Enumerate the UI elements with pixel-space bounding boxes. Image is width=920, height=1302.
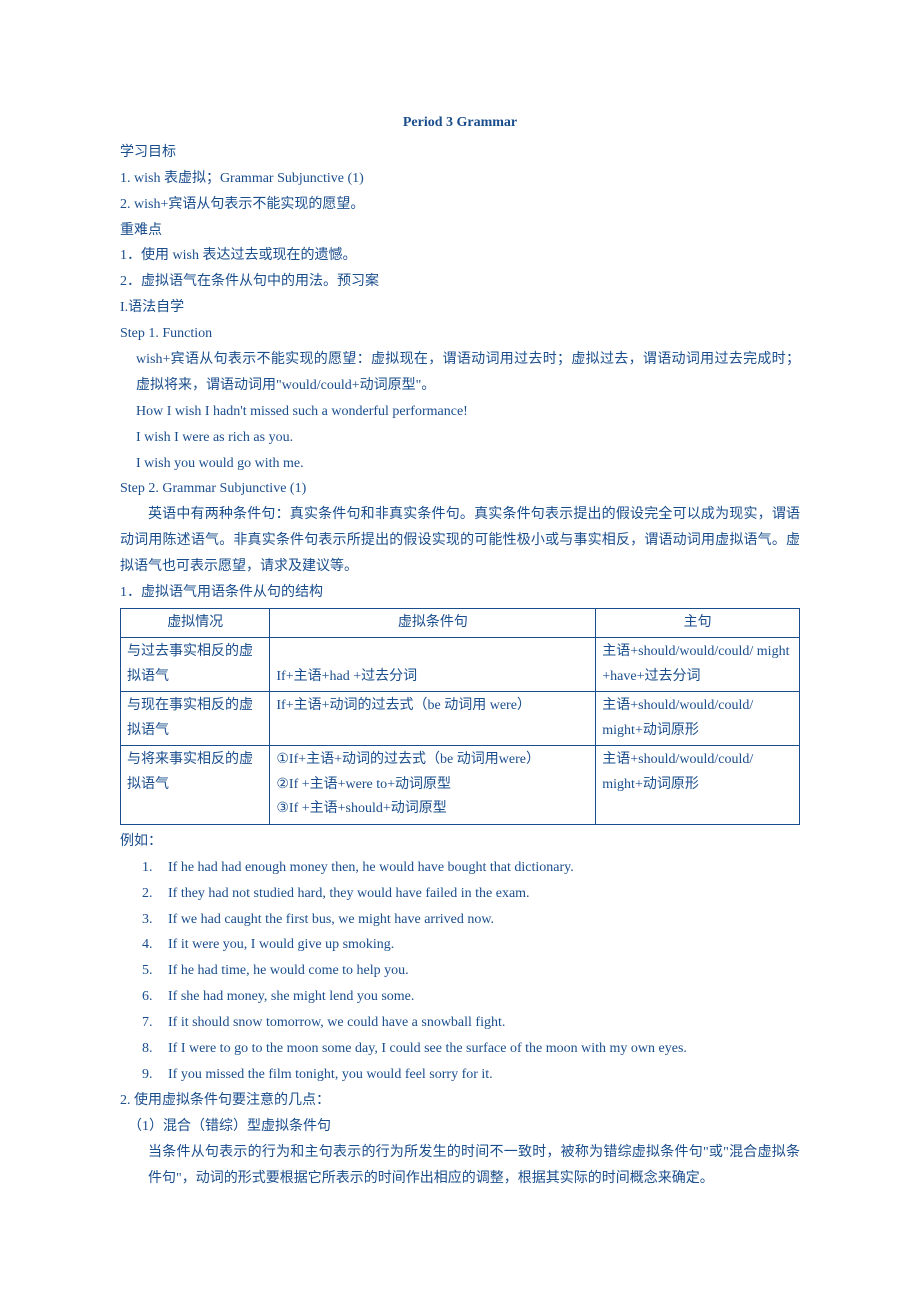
example-number: 3. (142, 907, 168, 933)
table-cell: If+主语+动词的过去式（be 动词用 were） (270, 692, 596, 746)
step1-paragraph: wish+宾语从句表示不能实现的愿望：虚拟现在，谓语动词用过去时；虚拟过去，谓语… (120, 347, 800, 399)
self-study-heading: I.语法自学 (120, 295, 800, 321)
step2-paragraph: 英语中有两种条件句：真实条件句和非真实条件句。真实条件句表示提出的假设完全可以成… (120, 502, 800, 580)
example-number: 1. (142, 855, 168, 881)
step2-heading: Step 2. Grammar Subjunctive (1) (120, 476, 800, 502)
subjunctive-table: 虚拟情况 虚拟条件句 主句 与过去事实相反的虚拟语气 If+主语+had +过去… (120, 608, 800, 825)
examples-label: 例如： (120, 829, 800, 855)
document-title: Period 3 Grammar (120, 110, 800, 136)
example-text: If you missed the film tonight, you woul… (168, 1062, 800, 1088)
difficulty-item-2: 2．虚拟语气在条件从句中的用法。预习案 (120, 269, 800, 295)
table-cell: ①If+主语+动词的过去式（be 动词用were） ②If +主语+were t… (270, 746, 596, 825)
example-number: 9. (142, 1062, 168, 1088)
table-cell: 主语+should/would/could/ might+动词原形 (596, 692, 800, 746)
difficulties-heading: 重难点 (120, 218, 800, 244)
example-number: 6. (142, 984, 168, 1010)
example-text: If it should snow tomorrow, we could hav… (168, 1010, 800, 1036)
note2-heading: 2. 使用虚拟条件句要注意的几点： (120, 1088, 800, 1114)
table-cell: If+主语+had +过去分词 (270, 638, 596, 692)
table-cell: 主语+should/would/could/ might +have+过去分词 (596, 638, 800, 692)
note2-sub-heading: （1）混合（错综）型虚拟条件句 (120, 1114, 800, 1140)
table-cell: 与现在事实相反的虚拟语气 (121, 692, 270, 746)
step1-heading: Step 1. Function (120, 321, 800, 347)
example-text: If she had money, she might lend you som… (168, 984, 800, 1010)
example-text: If it were you, I would give up smoking. (168, 932, 800, 958)
example-text: If they had not studied hard, they would… (168, 881, 800, 907)
example-number: 5. (142, 958, 168, 984)
example-number: 8. (142, 1036, 168, 1062)
example-text: If he had had enough money then, he woul… (168, 855, 800, 881)
step1-example-1: How I wish I hadn't missed such a wonder… (120, 399, 800, 425)
example-number: 7. (142, 1010, 168, 1036)
examples-list: 1.If he had had enough money then, he wo… (120, 855, 800, 1088)
table-cell: 主语+should/would/could/ might+动词原形 (596, 746, 800, 825)
goals-heading: 学习目标 (120, 140, 800, 166)
difficulty-item-1: 1．使用 wish 表达过去或现在的遗憾。 (120, 243, 800, 269)
goal-item-2: 2. wish+宾语从句表示不能实现的愿望。 (120, 192, 800, 218)
table-head-3: 主句 (596, 608, 800, 638)
example-text: If I were to go to the moon some day, I … (168, 1036, 800, 1062)
example-text: If he had time, he would come to help yo… (168, 958, 800, 984)
example-text: If we had caught the first bus, we might… (168, 907, 800, 933)
note2-paragraph: 当条件从句表示的行为和主句表示的行为所发生的时间不一致时，被称为错综虚拟条件句"… (120, 1140, 800, 1192)
example-number: 4. (142, 932, 168, 958)
table-head-2: 虚拟条件句 (270, 608, 596, 638)
table-cell: 与过去事实相反的虚拟语气 (121, 638, 270, 692)
table-cell: 与将来事实相反的虚拟语气 (121, 746, 270, 825)
step1-example-3: I wish you would go with me. (120, 451, 800, 477)
goal-item-1: 1. wish 表虚拟；Grammar Subjunctive (1) (120, 166, 800, 192)
table-head-1: 虚拟情况 (121, 608, 270, 638)
step1-example-2: I wish I were as rich as you. (120, 425, 800, 451)
example-number: 2. (142, 881, 168, 907)
table-caption: 1．虚拟语气用语条件从句的结构 (120, 580, 800, 606)
